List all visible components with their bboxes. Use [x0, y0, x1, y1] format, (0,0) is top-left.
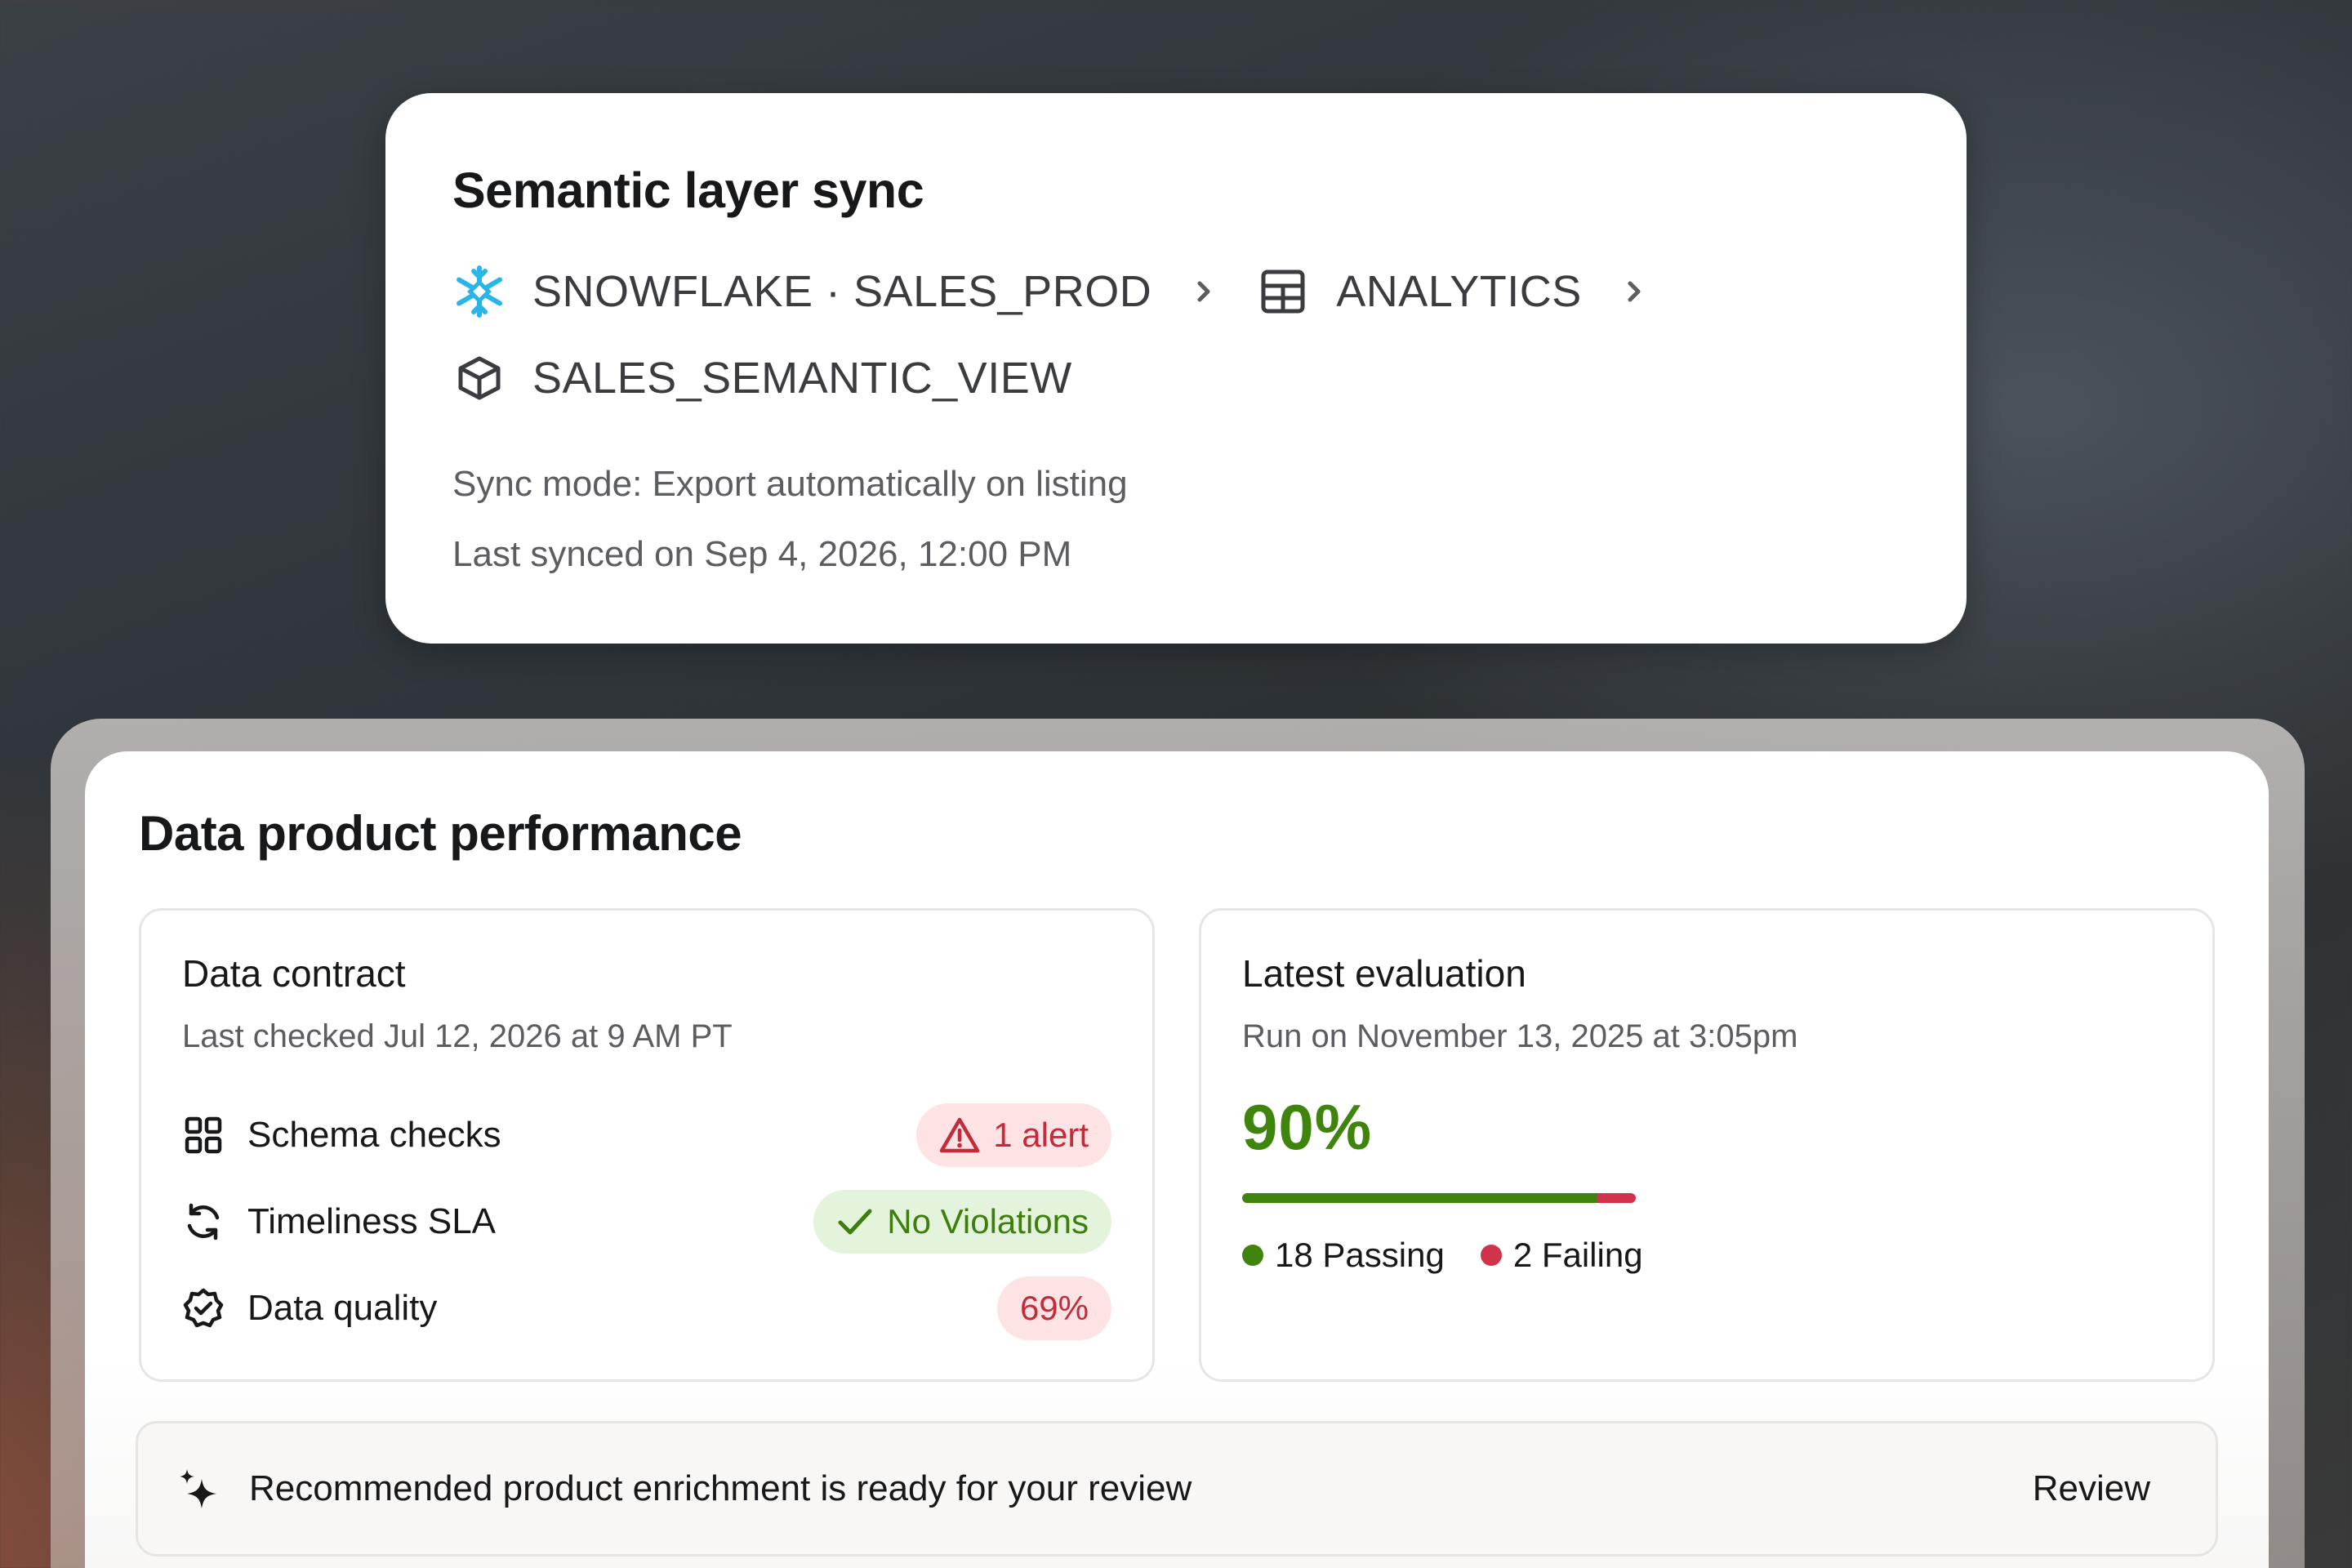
evaluation-legend: 18 Passing 2 Failing [1242, 1236, 1679, 1275]
sparkle-icon [176, 1466, 221, 1512]
data-product-performance-card: Data product performance Data contract L… [85, 751, 2269, 1568]
check-label: Timeliness SLA [247, 1201, 497, 1241]
refresh-icon [182, 1200, 225, 1243]
failing-dot-icon [1480, 1245, 1502, 1266]
legend-passing: 18 Passing [1242, 1236, 1445, 1275]
timeliness-sla-row[interactable]: Timeliness SLA No Violations [182, 1190, 1111, 1254]
recommendation-text: Recommended product enrichment is ready … [249, 1468, 1192, 1508]
data-contract-panel: Data contract Last checked Jul 12, 2026 … [139, 908, 1155, 1382]
review-button[interactable]: Review [2032, 1468, 2150, 1508]
snowflake-icon [452, 265, 506, 318]
data-quality-row[interactable]: Data quality 69% [182, 1276, 1111, 1340]
status-badge[interactable]: No Violations [813, 1190, 1111, 1254]
badge-text: No Violations [887, 1202, 1089, 1241]
schema-checks-row[interactable]: Schema checks 1 alert [182, 1103, 1111, 1167]
passing-label: 18 Passing [1275, 1236, 1445, 1274]
semantic-view-label: SALES_SEMANTIC_VIEW [532, 354, 1072, 403]
performance-title: Data product performance [139, 806, 742, 861]
quality-score-badge[interactable]: 69% [996, 1276, 1111, 1340]
latest-evaluation-panel: Latest evaluation Run on November 13, 20… [1199, 908, 2215, 1382]
last-checked-text: Last checked Jul 12, 2026 at 9 AM PT [182, 1018, 733, 1054]
source-database-label: SNOWFLAKE · SALES_PROD [532, 267, 1152, 316]
alert-badge[interactable]: 1 alert [916, 1103, 1111, 1167]
check-label: Schema checks [247, 1115, 501, 1155]
failing-segment [1596, 1193, 1636, 1203]
chevron-right-icon [1187, 278, 1220, 305]
passing-segment [1242, 1193, 1597, 1203]
badge-check-icon [182, 1287, 225, 1330]
recommendation-banner: Recommended product enrichment is ready … [136, 1421, 2218, 1557]
evaluation-progress-bar [1242, 1193, 1636, 1203]
semantic-view-row: SALES_SEMANTIC_VIEW [452, 351, 1072, 405]
badge-text: 1 alert [993, 1116, 1089, 1154]
check-label: Data quality [247, 1288, 438, 1328]
grid-icon [182, 1114, 225, 1156]
latest-evaluation-title: Latest evaluation [1242, 952, 1526, 995]
badge-text: 69% [1019, 1289, 1089, 1327]
failing-label: 2 Failing [1512, 1236, 1643, 1274]
sync-card-title: Semantic layer sync [452, 163, 924, 218]
schema-label: ANALYTICS [1336, 267, 1582, 316]
passing-dot-icon [1242, 1245, 1263, 1266]
evaluation-score: 90% [1242, 1091, 1373, 1163]
sync-path-breadcrumb: SNOWFLAKE · SALES_PROD ANALYTICS [452, 265, 1686, 318]
data-contract-title: Data contract [182, 952, 406, 995]
warning-icon [939, 1116, 980, 1154]
semantic-layer-sync-card: Semantic layer sync SNOWFLAKE · SALES_PR… [385, 93, 1967, 644]
cube-icon [452, 351, 506, 405]
sync-mode-text: Sync mode: Export automatically on listi… [452, 464, 1128, 504]
table-icon [1256, 265, 1310, 318]
legend-failing: 2 Failing [1480, 1236, 1643, 1275]
checkmark-icon [836, 1205, 874, 1238]
chevron-right-icon [1618, 278, 1650, 305]
evaluation-run-text: Run on November 13, 2025 at 3:05pm [1242, 1018, 1798, 1054]
last-synced-text: Last synced on Sep 4, 2026, 12:00 PM [452, 534, 1072, 574]
